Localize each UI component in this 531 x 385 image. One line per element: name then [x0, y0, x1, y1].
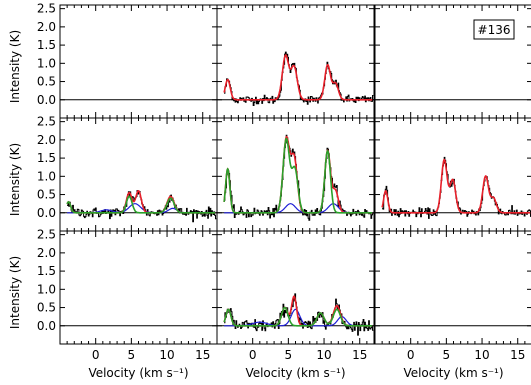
y-tick-label: 0.0 [37, 319, 56, 333]
panel-data [381, 156, 531, 219]
y-tick-label: 1.0 [37, 56, 56, 70]
y-tick-label: 0.5 [37, 188, 56, 202]
panel-ticks [60, 231, 217, 344]
observed-spectrum-line [224, 134, 374, 221]
panel-ticks [217, 231, 374, 344]
y-tick-label: 1.0 [37, 282, 56, 296]
panel-r1-c1 [216, 117, 375, 232]
x-axis-title: Velocity (km s⁻¹) [245, 366, 345, 380]
x-axis-title: Velocity (km s⁻¹) [403, 366, 503, 380]
x-tick-label: 5 [443, 348, 451, 362]
y-axis-title: Intensity (K) [8, 30, 22, 103]
panel-ticks [375, 231, 531, 344]
y-tick-label: 2.0 [37, 246, 56, 260]
component-2-line [224, 308, 373, 327]
component-2-line [224, 203, 373, 214]
panel-data [223, 293, 374, 336]
panel-frame [59, 230, 218, 345]
fit-total-line [223, 54, 373, 101]
y-axis-title: Intensity (K) [8, 143, 22, 216]
y-tick-label: 1.5 [37, 151, 56, 165]
x-tick-label: 15 [195, 348, 210, 362]
y-tick-label: 1.0 [37, 169, 56, 183]
panel-ticks [60, 5, 217, 118]
figure-tag-box [473, 19, 515, 40]
x-tick-label: 10 [474, 348, 489, 362]
y-tick-label: 0.5 [37, 75, 56, 89]
y-tick-label: 2.0 [37, 133, 56, 147]
panel-data [223, 134, 374, 221]
y-tick-label: 0.0 [37, 93, 56, 107]
fit-component-line [66, 195, 216, 214]
panel-r0-c1 [216, 4, 375, 119]
x-tick-label: 0 [407, 348, 415, 362]
x-tick-label: 0 [92, 348, 100, 362]
panel-r0-c0 [59, 4, 218, 119]
figure-tag-text: #136 [478, 23, 511, 37]
x-axis-labels: 0 5 10 15 Velocity (km s⁻¹) 0 5 10 15 Velocity (k… [88, 348, 525, 380]
panel-frame [374, 230, 531, 345]
y-tick-label: 2.5 [37, 2, 56, 16]
y-tick-label: 0.5 [37, 301, 56, 315]
y-tick-label: 1.5 [37, 264, 56, 278]
panel-frame [216, 4, 375, 119]
fit-component-line [223, 306, 373, 327]
y-tick-label: 1.5 [37, 38, 56, 52]
y-tick-label: 0.0 [37, 206, 56, 220]
x-tick-label: 5 [285, 348, 293, 362]
panels-layer [59, 4, 531, 345]
panel-r2-c1 [216, 230, 375, 345]
observed-spectrum-line [67, 190, 217, 223]
x-axis-title: Velocity (km s⁻¹) [88, 366, 188, 380]
fit-total-line [381, 158, 531, 214]
panel-r1-c0 [59, 117, 218, 232]
panel-r2-c0 [59, 230, 218, 345]
panel-r2-c2 [374, 230, 531, 345]
y-axis-labels: 0.0 0.5 1.0 1.5 2.0 2.5 Intensity (K) 0.0 0.5 1.0… [8, 2, 56, 333]
y-tick-label: 2.5 [37, 115, 56, 129]
panel-data [66, 189, 217, 223]
x-tick-label: 10 [316, 348, 331, 362]
panel-frame [59, 4, 218, 119]
x-tick-label: 15 [352, 348, 367, 362]
figure-tag: #136 [473, 19, 515, 40]
observed-spectrum-line [382, 156, 531, 219]
x-tick-label: 0 [249, 348, 257, 362]
panel-r1-c2 [374, 117, 531, 232]
x-tick-label: 15 [510, 348, 525, 362]
y-axis-title: Intensity (K) [8, 256, 22, 329]
panel-data [223, 51, 374, 106]
x-tick-label: 10 [159, 348, 174, 362]
y-tick-label: 2.5 [37, 228, 56, 242]
x-tick-label: 5 [128, 348, 136, 362]
observed-spectrum-line [224, 51, 374, 106]
fit-total-line [66, 189, 216, 214]
fit-component-line [223, 137, 373, 214]
panel-ticks [217, 5, 374, 118]
y-tick-label: 2.0 [37, 20, 56, 34]
fit-total-line [223, 135, 373, 214]
